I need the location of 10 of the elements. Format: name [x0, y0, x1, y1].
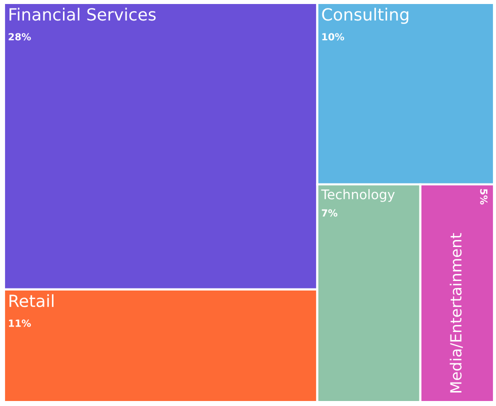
data-label: 28% [8, 33, 31, 40]
data-label: 10% [322, 33, 344, 40]
category-label: Media/Entertainment [450, 233, 463, 393]
category-label: Financial Services [10, 8, 156, 21]
data-label: 11% [9, 320, 31, 327]
data-label: 7% [322, 209, 338, 217]
category-label: Consulting [322, 8, 408, 24]
category-label: Retail [10, 294, 54, 308]
data-label: 5% [480, 189, 488, 205]
category-label: Technology [321, 189, 395, 202]
